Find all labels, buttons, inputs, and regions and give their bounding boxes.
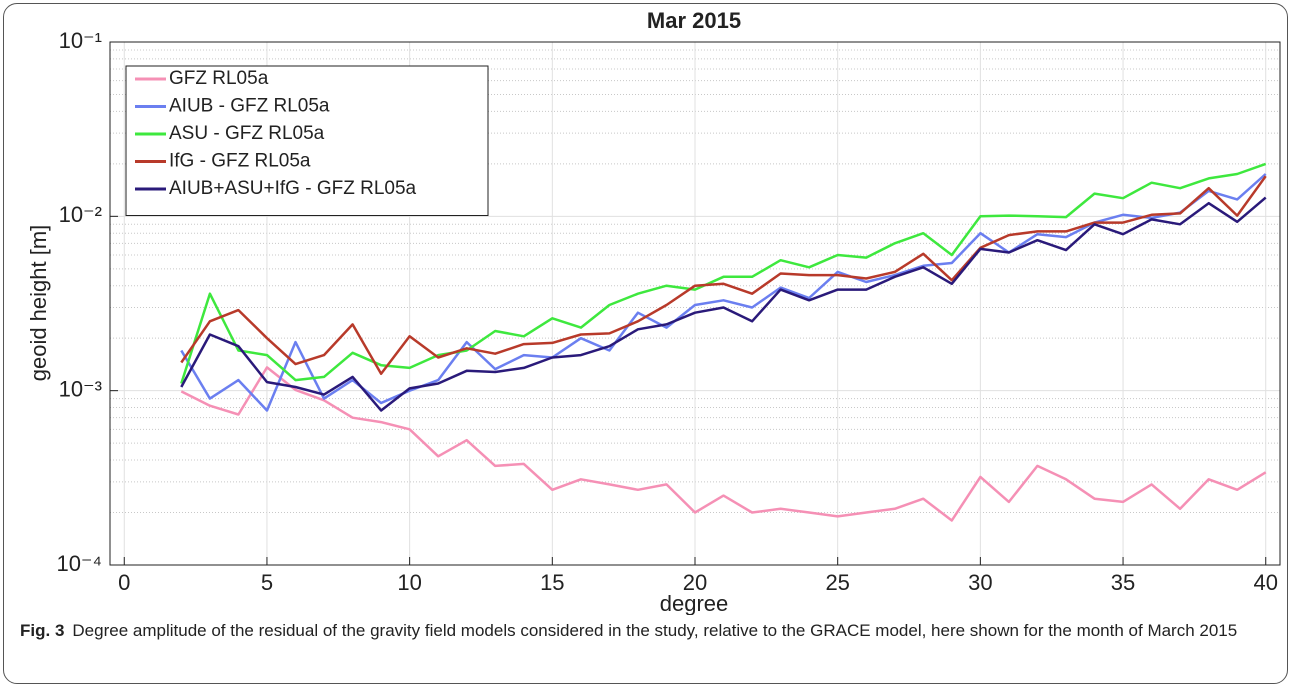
x-tick-label: 20 (683, 570, 707, 595)
x-tick-label: 25 (825, 570, 849, 595)
x-tick-label: 15 (540, 570, 564, 595)
caption-text: Degree amplitude of the residual of the … (72, 621, 1238, 640)
y-tick-label: 10⁻¹ (59, 28, 102, 53)
x-tick-label: 40 (1253, 570, 1277, 595)
x-axis-label: degree (660, 591, 729, 615)
legend-box (125, 65, 489, 216)
figure-frame (3, 3, 1288, 684)
y-tick-label: 10⁻³ (59, 376, 102, 401)
chart-title: Mar 2015 (647, 8, 741, 33)
x-tick-label: 30 (968, 570, 992, 595)
x-tick-label: 5 (261, 570, 273, 595)
legend-label: ASU - GFZ RL05a (169, 123, 325, 144)
legend-label: GFZ RL05a (169, 68, 269, 89)
data-line (180, 162, 1267, 384)
data-line (180, 366, 1267, 522)
data-line (180, 175, 1267, 376)
legend-label: IfG - GFZ RL05a (169, 151, 311, 172)
y-axis-label: geoid height [m] (26, 225, 51, 382)
caption-label: Fig. 3 (20, 621, 65, 640)
caption: Fig. 3 Degree amplitude of the residual o… (20, 618, 1270, 643)
axes-box (109, 41, 1281, 566)
data-line (180, 196, 1267, 412)
x-tick-label: 35 (1111, 570, 1135, 595)
x-tick-label: 10 (397, 570, 421, 595)
y-tick-label: 10⁻⁴ (56, 551, 102, 576)
legend-label: AIUB - GFZ RL05a (169, 96, 330, 117)
x-tick-label: 0 (118, 570, 130, 595)
chart: Mar 2015 degree geoid height [m] 0 5 10 15 2… (26, 8, 1281, 615)
y-tick-label: 10⁻² (59, 202, 102, 227)
legend-label: AIUB+ASU+IfG - GFZ RL05a (169, 178, 417, 199)
